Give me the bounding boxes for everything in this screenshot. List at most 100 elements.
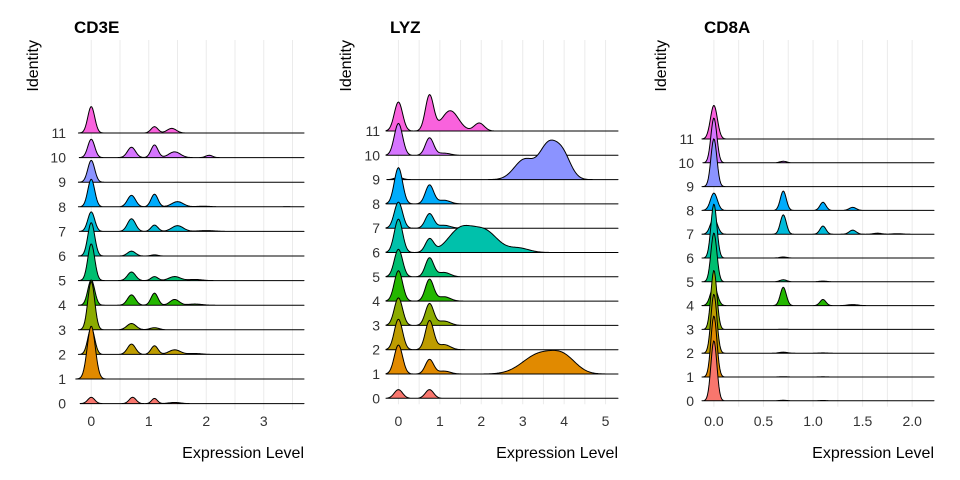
panel-title: CD3E xyxy=(74,18,119,37)
identity-label-0: 0 xyxy=(372,390,380,406)
x-tick-label: 2 xyxy=(477,413,485,429)
ridge-10 xyxy=(702,117,935,164)
identity-label-6: 6 xyxy=(58,248,66,264)
identity-label-10: 10 xyxy=(364,147,380,163)
ridge-1 xyxy=(385,344,619,375)
y-axis-label: Identity xyxy=(653,40,670,92)
ridge-8 xyxy=(701,190,935,211)
panel-cd8a: 0 1 2 3 4 5 6 7 8 9 10 11 0.0 0.5 1.0 1.5 2.0 CD8A Express… xyxy=(653,18,935,462)
x-tick-label: 0.5 xyxy=(754,413,774,429)
identity-label-8: 8 xyxy=(372,196,380,212)
x-tick-label: 2.0 xyxy=(902,413,922,429)
x-tick-label: 1.5 xyxy=(853,413,873,429)
identity-label-2: 2 xyxy=(686,345,694,361)
identity-label-11: 11 xyxy=(51,125,66,141)
identity-label-2: 2 xyxy=(372,342,380,358)
ridge-0 xyxy=(385,389,619,399)
ridge-9 xyxy=(386,139,619,181)
identity-label-4: 4 xyxy=(686,298,694,314)
ridge-9 xyxy=(701,138,935,188)
ridge-4 xyxy=(701,285,935,307)
identity-label-5: 5 xyxy=(686,274,694,290)
ridge-2 xyxy=(77,327,305,355)
x-tick-label: 3 xyxy=(519,413,527,429)
ridge-11 xyxy=(385,94,619,132)
x-tick-label: 0.0 xyxy=(704,413,724,429)
identity-label-11: 11 xyxy=(365,123,380,139)
ridge-1 xyxy=(701,315,935,378)
panel-title: CD8A xyxy=(704,18,750,37)
ridge-5 xyxy=(77,243,305,282)
x-axis-label: Expression Level xyxy=(496,445,618,462)
identity-label-0: 0 xyxy=(58,396,66,412)
x-tick-label: 0 xyxy=(87,413,95,429)
ridge-10 xyxy=(78,138,305,159)
identity-label-9: 9 xyxy=(58,174,66,190)
identity-label-1: 1 xyxy=(686,369,694,385)
ridge-6 xyxy=(385,218,619,253)
ridge-7 xyxy=(701,214,935,235)
identity-label-8: 8 xyxy=(58,199,66,215)
ridge-5 xyxy=(385,248,619,278)
identity-label-2: 2 xyxy=(58,346,66,362)
ridge-10 xyxy=(385,122,619,156)
ridge-6 xyxy=(701,203,935,259)
x-tick-label: 5 xyxy=(602,413,610,429)
identity-label-7: 7 xyxy=(58,223,66,239)
ridge-4 xyxy=(77,279,305,306)
ridge-2 xyxy=(701,293,935,354)
y-axis-label: Identity xyxy=(25,40,42,92)
x-tick-label: 1 xyxy=(436,413,444,429)
identity-label-4: 4 xyxy=(372,293,380,309)
x-axis-label: Expression Level xyxy=(182,445,304,462)
x-tick-label: 4 xyxy=(560,413,568,429)
panel-title: LYZ xyxy=(390,18,421,37)
ridge-0 xyxy=(79,396,305,405)
identity-label-1: 1 xyxy=(372,366,380,382)
ridge-7 xyxy=(78,211,305,232)
ridge-11 xyxy=(77,106,305,134)
x-axis-label: Expression Level xyxy=(812,445,934,462)
x-tick-label: 0 xyxy=(395,413,403,429)
identity-label-6: 6 xyxy=(372,245,380,261)
identity-label-3: 3 xyxy=(686,321,694,337)
identity-label-4: 4 xyxy=(58,297,66,313)
x-tick-label: 1 xyxy=(145,413,153,429)
identity-label-3: 3 xyxy=(58,322,66,338)
identity-label-0: 0 xyxy=(686,393,694,409)
y-axis-label: Identity xyxy=(338,40,355,92)
identity-label-3: 3 xyxy=(372,317,380,333)
identity-label-10: 10 xyxy=(678,155,694,171)
grid xyxy=(397,40,607,405)
identity-label-7: 7 xyxy=(686,226,694,242)
ridge-3 xyxy=(77,281,305,331)
identity-label-7: 7 xyxy=(372,220,380,236)
x-tick-label: 1.0 xyxy=(803,413,823,429)
identity-label-9: 9 xyxy=(686,179,694,195)
ridge-3 xyxy=(385,297,619,326)
ridge-3 xyxy=(701,270,935,330)
panel-lyz: 0 1 2 3 4 5 6 7 8 9 10 11 0 1 2 3 4 5 LYZ Expression Level I… xyxy=(338,18,619,462)
identity-label-5: 5 xyxy=(58,273,66,289)
identity-label-10: 10 xyxy=(50,150,66,166)
identity-label-11: 11 xyxy=(679,131,694,147)
panel-cd3e: 0 1 2 3 4 5 6 7 8 9 10 11 0 1 2 3 CD3E Expression Level Id… xyxy=(25,18,305,462)
ridge-4 xyxy=(385,270,619,302)
identity-label-1: 1 xyxy=(58,371,66,387)
ridge-5 xyxy=(701,232,935,283)
identity-label-5: 5 xyxy=(372,269,380,285)
identity-label-9: 9 xyxy=(372,172,380,188)
ridge-7 xyxy=(385,201,619,229)
identity-label-8: 8 xyxy=(686,202,694,218)
x-tick-label: 3 xyxy=(260,413,268,429)
ridge-0 xyxy=(701,340,935,402)
ridge-6 xyxy=(77,222,305,257)
ridge-9 xyxy=(77,160,305,183)
ridge-1 xyxy=(75,325,305,380)
ridge-2 xyxy=(385,318,619,351)
ridge-8 xyxy=(77,178,305,208)
identity-label-6: 6 xyxy=(686,250,694,266)
grid xyxy=(713,40,913,407)
ridge-8 xyxy=(385,167,619,205)
